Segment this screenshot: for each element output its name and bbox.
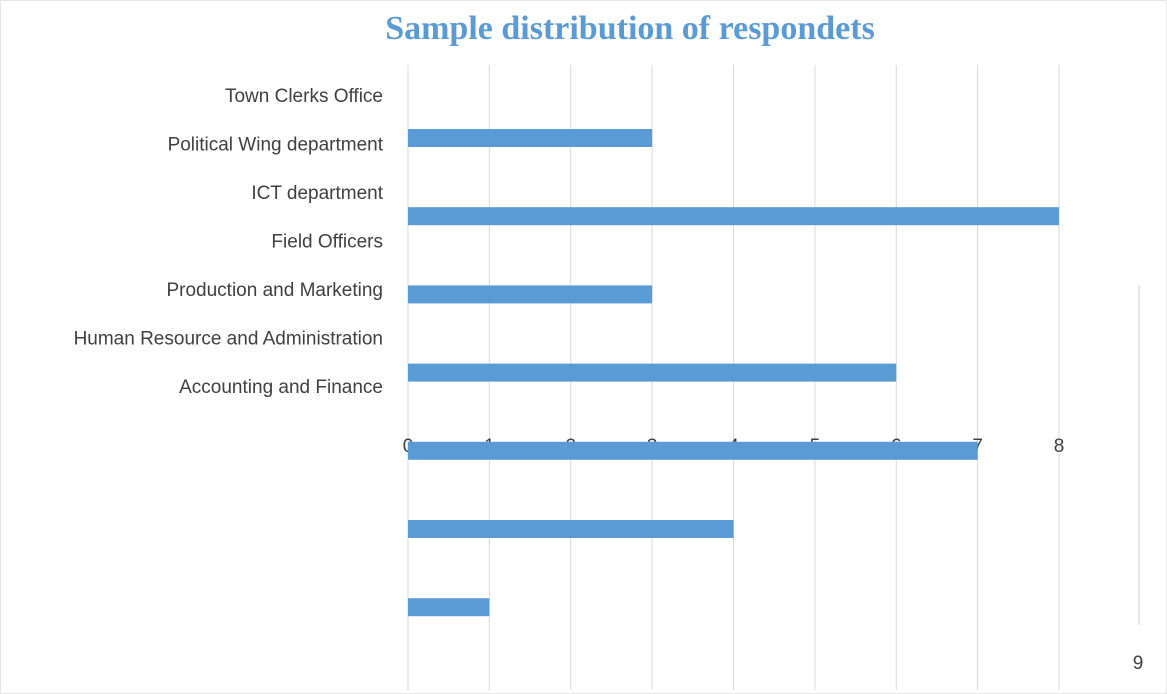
bar	[408, 520, 734, 538]
bar	[408, 207, 1059, 226]
bar	[408, 598, 490, 617]
y-tick-label: Human Resource and Administration	[74, 329, 383, 350]
bar	[408, 129, 653, 147]
y-tick-label: Field Officers	[271, 232, 383, 253]
bar	[408, 285, 653, 304]
page-number: 9	[1133, 653, 1144, 674]
bar	[408, 363, 897, 382]
bar	[408, 441, 978, 460]
x-tick-label: 8	[1054, 436, 1065, 457]
y-tick-label: Political Wing department	[168, 135, 384, 156]
y-tick-label: ICT department	[251, 183, 383, 204]
y-tick-label: Production and Marketing	[166, 280, 383, 301]
y-tick-label: Town Clerks Office	[225, 86, 383, 107]
chart-title: Sample distribution of respondets	[385, 10, 875, 47]
y-tick-label: Accounting and Finance	[179, 377, 383, 398]
